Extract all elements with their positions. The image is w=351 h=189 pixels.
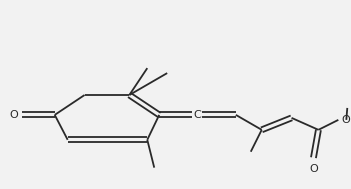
Text: O: O bbox=[309, 164, 318, 174]
Text: C: C bbox=[193, 110, 201, 120]
Text: O: O bbox=[9, 110, 18, 120]
Text: O: O bbox=[341, 115, 350, 125]
